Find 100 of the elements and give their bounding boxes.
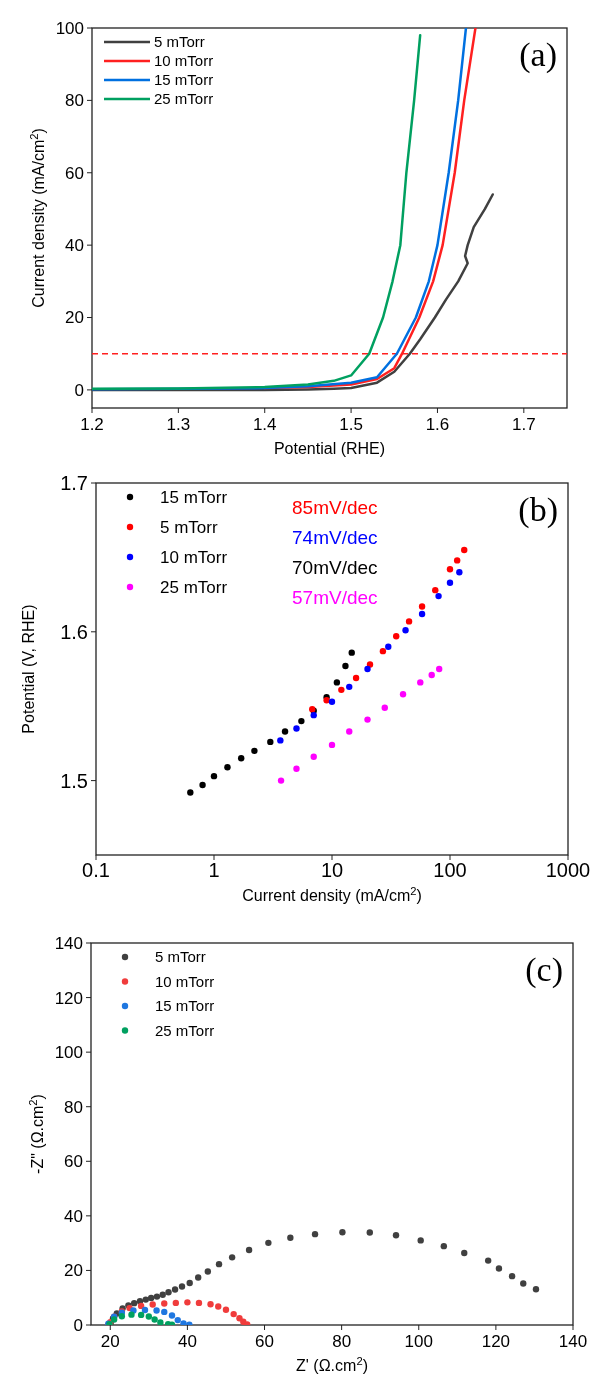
point	[165, 1289, 172, 1296]
point	[195, 1274, 202, 1281]
x-tick-label: 80	[332, 1332, 352, 1351]
point	[230, 1310, 237, 1318]
point	[508, 1272, 516, 1280]
legend-label: 10 mTorr	[154, 52, 214, 70]
point	[222, 1306, 230, 1313]
point	[215, 1260, 223, 1268]
point	[215, 1303, 222, 1310]
chart-title: (c)	[525, 951, 563, 989]
point	[520, 1280, 527, 1287]
annotation: 57mV/dec	[292, 586, 378, 608]
point	[417, 1237, 424, 1244]
y-axis-title: Potential (V, RHE)	[20, 604, 37, 734]
point	[204, 1268, 212, 1275]
chart-title: (b)	[518, 491, 558, 529]
x-tick-label: 1.3	[166, 415, 191, 434]
y-tick-label: 100	[55, 18, 84, 38]
y-tick-label: 1.5	[60, 769, 88, 792]
point	[118, 1313, 126, 1320]
x-tick-label: 40	[177, 1332, 197, 1351]
point	[159, 1291, 166, 1298]
point	[180, 1320, 187, 1325]
x-tick-label: 0.1	[82, 859, 110, 881]
point	[366, 1229, 373, 1236]
annotation: 74mV/dec	[292, 526, 378, 548]
x-tick-label: 1.2	[80, 415, 104, 434]
y-tick-label: 140	[54, 933, 83, 953]
point	[130, 1299, 138, 1307]
point	[149, 1301, 156, 1308]
y-tick-label: 20	[65, 308, 84, 328]
point	[157, 1319, 164, 1325]
y-tick-label: 0	[74, 380, 84, 400]
point	[171, 1286, 179, 1293]
point	[174, 1316, 181, 1324]
point	[153, 1307, 160, 1314]
point	[128, 1311, 135, 1318]
y-tick-label: 60	[64, 1152, 83, 1172]
x-tick-label: 100	[404, 1332, 433, 1351]
x-tick-label: 140	[558, 1332, 588, 1351]
x-tick-label: 60	[255, 1332, 274, 1351]
legend-label: 10 mTorr	[160, 547, 228, 567]
x-tick-label: 1	[208, 859, 220, 881]
legend-label: 25 mTorr	[160, 577, 228, 597]
point	[265, 1239, 272, 1247]
legend-label: 25 mTorr	[154, 90, 214, 108]
point	[484, 1257, 492, 1264]
legend-label: 15 mTorr	[160, 487, 228, 507]
point	[495, 1265, 503, 1272]
annotation: 70mV/dec	[292, 556, 378, 578]
x-tick-label: 10	[320, 859, 344, 881]
point	[145, 1313, 153, 1320]
point	[178, 1283, 186, 1290]
point	[153, 1293, 161, 1300]
y-tick-label: 1.6	[60, 620, 88, 643]
point	[141, 1306, 149, 1314]
point	[461, 1249, 468, 1257]
point	[245, 1246, 253, 1254]
point	[137, 1311, 145, 1319]
y-tick-label: 40	[64, 1206, 83, 1226]
legend-label: 5 mTorr	[160, 517, 218, 537]
point	[287, 1234, 294, 1241]
point	[168, 1312, 176, 1319]
point	[339, 1229, 346, 1236]
x-tick-label: 1000	[545, 859, 591, 881]
point	[142, 1296, 149, 1303]
x-axis-title: Current density (mA/cm$^{2}$)	[242, 885, 422, 904]
y-tick-label: 60	[65, 163, 84, 183]
point	[311, 1230, 319, 1238]
legend-label: 15 mTorr	[154, 71, 214, 89]
legend-label: 5 mTorr	[154, 33, 205, 51]
legend-label: 15 mTorr	[155, 997, 215, 1015]
x-tick-label: 1.4	[252, 415, 277, 434]
legend-label: 5 mTorr	[155, 948, 206, 966]
y-tick-label: 80	[64, 1097, 83, 1117]
point	[392, 1232, 400, 1239]
point	[147, 1294, 155, 1302]
point	[228, 1254, 236, 1261]
legend-label: 10 mTorr	[155, 972, 215, 990]
legend-label: 25 mTorr	[155, 1021, 215, 1039]
x-tick-label: 1.7	[512, 415, 536, 434]
y-tick-label: 120	[54, 988, 83, 1008]
y-tick-label: 80	[65, 91, 84, 111]
point	[186, 1279, 193, 1287]
point	[161, 1300, 168, 1307]
x-axis-title: Z' (Ω.cm$^{2}$)	[296, 1355, 368, 1374]
x-tick-label: 100	[433, 859, 467, 881]
x-tick-label: 120	[481, 1332, 511, 1351]
chart-title: (a)	[519, 36, 557, 74]
x-tick-label: 1.5	[339, 415, 363, 434]
x-tick-label: 1.6	[425, 415, 450, 434]
point	[532, 1286, 540, 1293]
point	[207, 1301, 214, 1308]
y-tick-label: 1.7	[60, 472, 88, 494]
point	[151, 1316, 158, 1323]
point	[161, 1308, 168, 1316]
point	[172, 1299, 180, 1307]
point	[195, 1299, 203, 1307]
x-axis-title: Potential (RHE)	[273, 440, 386, 457]
point	[137, 1302, 145, 1310]
